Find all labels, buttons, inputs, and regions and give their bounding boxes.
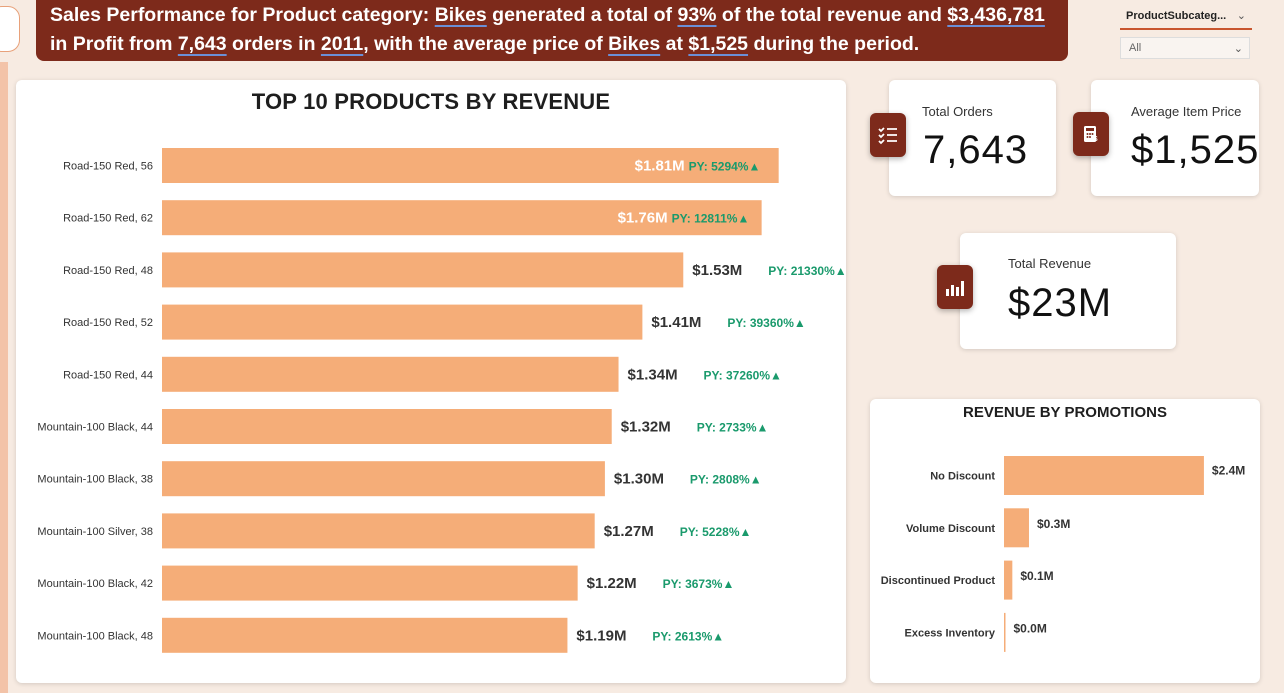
top-products-chart: TOP 10 PRODUCTS BY REVENUE Road-150 Red,…: [16, 80, 846, 683]
bar-chart-icon: [937, 265, 973, 309]
kpi-label: Average Item Price: [1131, 104, 1242, 119]
bar: [1004, 560, 1013, 600]
kpi-label: Total Orders: [922, 104, 993, 119]
product-subcategory-slicer[interactable]: ProductSubcateg... ⌄ All ⌄: [1120, 6, 1252, 62]
banner-profit: $3,436,781: [947, 4, 1045, 26]
banner-text: during the period.: [748, 33, 920, 55]
banner-percent: 93%: [677, 4, 717, 26]
category-label: Road-150 Red, 62: [63, 213, 153, 225]
data-label: $0.0M: [1014, 621, 1047, 635]
top-products-plot: Road-150 Red, 56 $1.81M PY: 5294%▲ Road-150…: [37, 148, 846, 653]
chevron-down-icon[interactable]: ⌄: [1236, 10, 1246, 22]
checklist-icon: [870, 113, 906, 157]
data-label: $1.19M: [576, 627, 626, 644]
chart-title: TOP 10 PRODUCTS BY REVENUE: [251, 89, 611, 114]
category-label: Road-150 Red, 56: [63, 161, 153, 173]
bar: [1004, 456, 1204, 495]
data-label: $1.41M: [651, 314, 701, 331]
data-label: $1.76M: [618, 210, 668, 227]
bar: [162, 356, 619, 392]
chevron-down-icon[interactable]: ⌄: [1233, 43, 1243, 55]
bar: [162, 461, 605, 497]
data-label: $1.34M: [628, 366, 678, 383]
banner-text: in Profit from: [50, 33, 178, 55]
summary-banner: Sales Performance for Product category: …: [36, 0, 1068, 61]
data-label: $1.81M: [635, 158, 685, 175]
py-label: PY: 5228%▲: [680, 525, 752, 539]
category-label: Road-150 Red, 48: [63, 265, 153, 277]
category-label: Road-150 Red, 44: [63, 369, 153, 381]
banner-text: Sales Performance for Product category:: [50, 4, 435, 26]
banner-text: at: [660, 33, 689, 55]
data-label: $1.32M: [621, 419, 671, 436]
py-label: PY: 12811%▲: [672, 212, 750, 226]
data-label: $0.3M: [1037, 517, 1070, 531]
slicer-title: ProductSubcateg...: [1120, 6, 1252, 30]
data-label: $1.22M: [587, 575, 637, 592]
bar: [162, 304, 643, 340]
py-label: PY: 39360%▲: [727, 316, 805, 330]
category-label: Mountain-100 Black, 44: [37, 422, 153, 434]
banner-category: Bikes: [608, 33, 661, 55]
calculator-icon: $: [1073, 112, 1109, 156]
banner-avg-price: $1,525: [688, 33, 749, 55]
banner-text: orders in: [226, 33, 321, 55]
kpi-value: 7,643: [923, 128, 1029, 172]
banner-year: 2011: [320, 33, 364, 55]
kpi-value: $1,525: [1131, 128, 1260, 172]
promotions-plot: No Discount $2.4M Volume Discount $0.3M Disc…: [881, 456, 1245, 652]
data-label: $1.27M: [604, 523, 654, 540]
bar: [1004, 508, 1029, 548]
category-label: Discontinued Product: [881, 575, 996, 587]
svg-text:$: $: [1094, 136, 1098, 143]
py-label: PY: 2613%▲: [652, 629, 724, 643]
total-orders-card: Total Orders 7,643: [889, 80, 1056, 196]
average-price-card: Average Item Price $1,525: [1091, 80, 1259, 196]
bar: [162, 617, 568, 653]
slicer-selected-value: All: [1129, 42, 1142, 54]
bar: [162, 565, 578, 601]
data-label: $2.4M: [1212, 464, 1245, 478]
slicer-dropdown[interactable]: All ⌄: [1120, 37, 1250, 59]
category-label: Volume Discount: [906, 523, 995, 535]
bar: [1004, 612, 1006, 652]
py-label: PY: 5294%▲: [689, 160, 761, 174]
banner-text: , with the average price of: [363, 33, 609, 55]
left-accent-strip: [0, 62, 8, 693]
total-revenue-card: Total Revenue $23M: [960, 233, 1176, 349]
category-label: Mountain-100 Black, 38: [37, 474, 153, 486]
data-label: $1.53M: [692, 262, 742, 279]
banner-text: generated a total of: [486, 4, 678, 26]
py-label: PY: 21330%▲: [768, 264, 846, 278]
category-label: No Discount: [930, 471, 995, 483]
category-label: Road-150 Red, 52: [63, 317, 153, 329]
py-label: PY: 37260%▲: [704, 368, 782, 382]
revenue-by-promotions-chart: REVENUE BY PROMOTIONS No Discount $2.4M Vo…: [870, 399, 1260, 683]
banner-category: Bikes: [434, 4, 487, 26]
bar: [162, 409, 612, 444]
category-label: Mountain-100 Silver, 38: [37, 526, 153, 538]
bar: [162, 148, 779, 183]
bar: [162, 513, 595, 549]
chart-title: REVENUE BY PROMOTIONS: [963, 404, 1167, 421]
kpi-label: Total Revenue: [1008, 256, 1092, 271]
py-label: PY: 3673%▲: [663, 577, 735, 591]
category-label: Mountain-100 Black, 48: [37, 630, 153, 642]
kpi-value: $23M: [1008, 281, 1113, 325]
data-label: $0.1M: [1020, 569, 1053, 583]
category-label: Excess Inventory: [905, 627, 996, 639]
category-label: Mountain-100 Black, 42: [37, 578, 153, 590]
data-label: $1.30M: [614, 471, 664, 488]
py-label: PY: 2733%▲: [697, 421, 769, 435]
banner-text: of the total revenue and: [716, 4, 948, 26]
bar: [162, 200, 762, 236]
nav-chip[interactable]: [0, 6, 20, 52]
banner-orders: 7,643: [177, 33, 227, 55]
bar: [162, 252, 684, 288]
py-label: PY: 2808%▲: [690, 473, 762, 487]
